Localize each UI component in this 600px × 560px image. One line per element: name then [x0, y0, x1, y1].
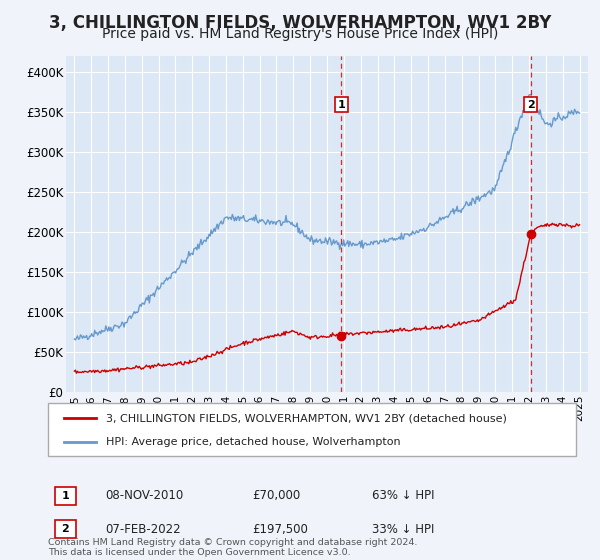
Text: 3, CHILLINGTON FIELDS, WOLVERHAMPTON, WV1 2BY (detached house): 3, CHILLINGTON FIELDS, WOLVERHAMPTON, WV… — [106, 413, 507, 423]
Text: Price paid vs. HM Land Registry's House Price Index (HPI): Price paid vs. HM Land Registry's House … — [102, 27, 498, 41]
Text: £197,500: £197,500 — [252, 522, 308, 536]
Text: 63% ↓ HPI: 63% ↓ HPI — [372, 489, 434, 502]
Text: 33% ↓ HPI: 33% ↓ HPI — [372, 522, 434, 536]
Text: 1: 1 — [62, 491, 69, 501]
Text: 1: 1 — [337, 100, 345, 110]
Text: 2: 2 — [527, 100, 535, 110]
Text: Contains HM Land Registry data © Crown copyright and database right 2024.
This d: Contains HM Land Registry data © Crown c… — [48, 538, 418, 557]
Text: 08-NOV-2010: 08-NOV-2010 — [105, 489, 183, 502]
Text: 07-FEB-2022: 07-FEB-2022 — [105, 522, 181, 536]
Text: HPI: Average price, detached house, Wolverhampton: HPI: Average price, detached house, Wolv… — [106, 436, 401, 446]
Text: 3, CHILLINGTON FIELDS, WOLVERHAMPTON, WV1 2BY: 3, CHILLINGTON FIELDS, WOLVERHAMPTON, WV… — [49, 14, 551, 32]
Text: 2: 2 — [62, 524, 69, 534]
Text: £70,000: £70,000 — [252, 489, 300, 502]
